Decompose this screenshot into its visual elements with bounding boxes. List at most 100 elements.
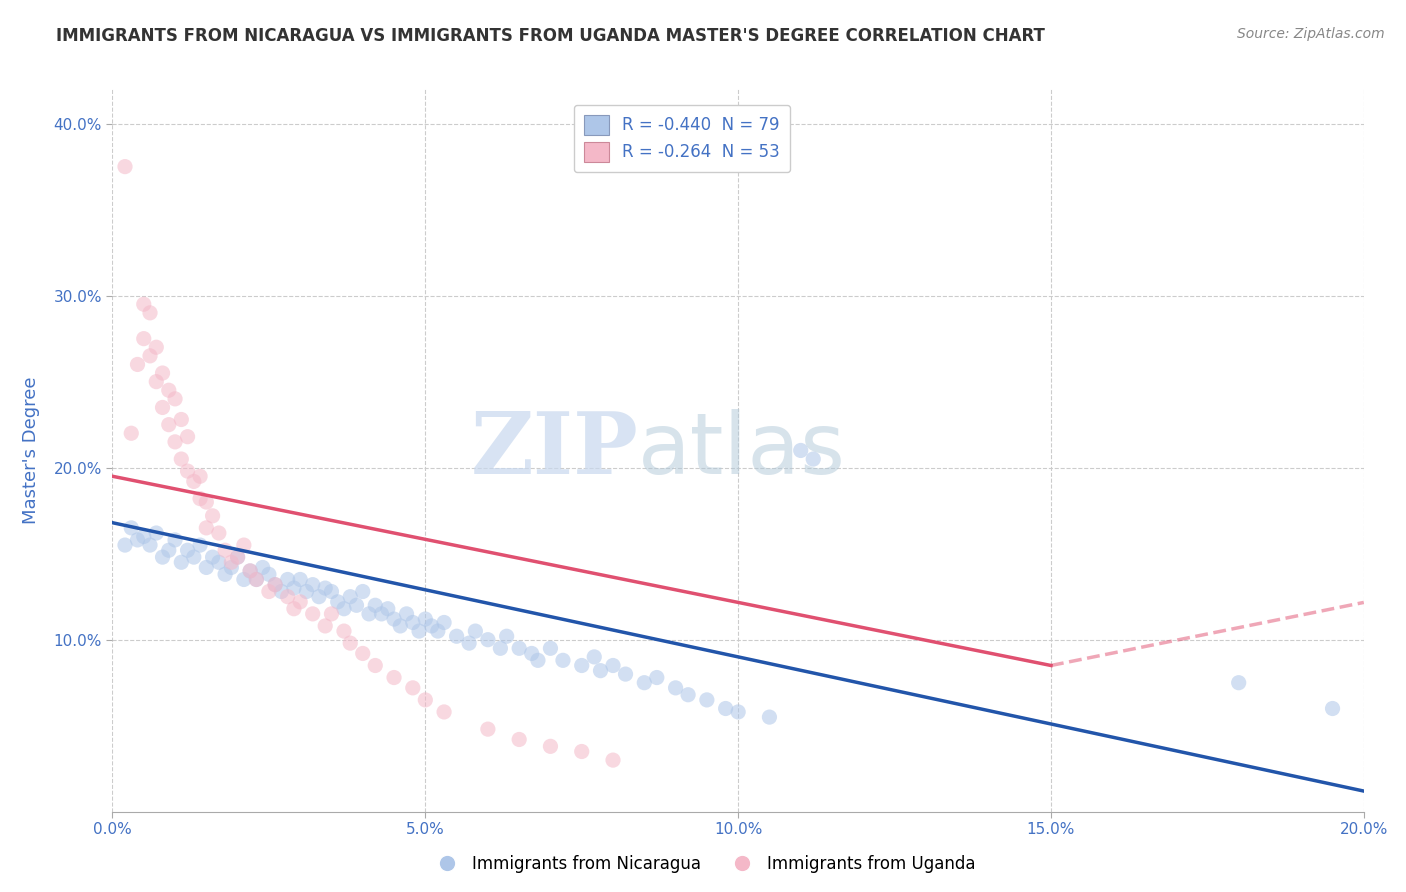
Point <box>183 475 205 489</box>
Point <box>645 671 668 685</box>
Point <box>602 658 624 673</box>
Legend: Immigrants from Nicaragua, Immigrants from Uganda: Immigrants from Nicaragua, Immigrants fr… <box>423 848 983 880</box>
Point <box>132 529 155 543</box>
Point <box>357 607 380 621</box>
Point <box>201 508 224 523</box>
Point <box>152 401 174 415</box>
Point <box>339 590 361 604</box>
Point <box>114 538 136 552</box>
Point <box>339 636 361 650</box>
Point <box>583 649 606 664</box>
Point <box>139 349 162 363</box>
Point <box>790 443 813 458</box>
Point <box>264 577 287 591</box>
Point <box>758 710 780 724</box>
Point <box>277 590 299 604</box>
Point <box>163 434 186 449</box>
Point <box>214 567 236 582</box>
Point <box>264 577 287 591</box>
Point <box>208 526 231 541</box>
Point <box>226 550 249 565</box>
Point <box>458 636 481 650</box>
Point <box>221 560 243 574</box>
Point <box>295 584 318 599</box>
Point <box>214 543 236 558</box>
Text: atlas: atlas <box>638 409 846 492</box>
Point <box>420 619 443 633</box>
Point <box>270 584 292 599</box>
Point <box>308 590 330 604</box>
Point <box>232 573 254 587</box>
Point <box>157 384 180 398</box>
Point <box>402 615 425 630</box>
Point <box>571 658 593 673</box>
Point <box>301 607 323 621</box>
Point <box>314 619 336 633</box>
Point <box>714 701 737 715</box>
Point <box>676 688 699 702</box>
Point <box>1227 675 1250 690</box>
Point <box>664 681 686 695</box>
Point <box>201 550 224 565</box>
Point <box>188 469 211 483</box>
Point <box>540 641 562 656</box>
Point <box>489 641 512 656</box>
Point <box>283 601 305 615</box>
Point <box>290 595 312 609</box>
Point <box>402 681 425 695</box>
Point <box>508 641 530 656</box>
Point <box>520 647 543 661</box>
Point <box>139 538 162 552</box>
Point <box>195 495 218 509</box>
Point <box>290 573 312 587</box>
Point <box>352 584 374 599</box>
Point <box>132 332 155 346</box>
Point <box>152 366 174 380</box>
Point <box>389 619 412 633</box>
Point <box>120 426 142 441</box>
Point <box>551 653 574 667</box>
Point <box>145 340 167 354</box>
Point <box>252 560 274 574</box>
Point <box>132 297 155 311</box>
Point <box>221 555 243 569</box>
Point <box>446 629 468 643</box>
Point <box>321 584 343 599</box>
Point <box>614 667 637 681</box>
Point <box>333 601 356 615</box>
Point <box>145 375 167 389</box>
Point <box>163 533 186 547</box>
Point <box>145 526 167 541</box>
Point <box>433 615 456 630</box>
Y-axis label: Master's Degree: Master's Degree <box>21 376 39 524</box>
Point <box>157 543 180 558</box>
Point <box>364 599 387 613</box>
Point <box>395 607 418 621</box>
Point <box>382 612 405 626</box>
Point <box>257 584 280 599</box>
Point <box>346 599 368 613</box>
Text: ZIP: ZIP <box>470 409 638 492</box>
Point <box>696 693 718 707</box>
Point <box>114 160 136 174</box>
Point <box>257 567 280 582</box>
Point <box>314 581 336 595</box>
Point <box>139 306 162 320</box>
Point <box>245 573 267 587</box>
Point <box>571 744 593 758</box>
Point <box>364 658 387 673</box>
Point <box>176 430 198 444</box>
Point <box>408 624 430 639</box>
Point <box>232 538 254 552</box>
Point <box>527 653 550 667</box>
Point <box>477 722 499 736</box>
Point <box>239 564 262 578</box>
Point <box>188 491 211 506</box>
Point <box>226 550 249 565</box>
Point <box>283 581 305 595</box>
Point <box>426 624 449 639</box>
Legend: R = -0.440  N = 79, R = -0.264  N = 53: R = -0.440 N = 79, R = -0.264 N = 53 <box>574 104 790 172</box>
Point <box>633 675 655 690</box>
Point <box>277 573 299 587</box>
Point <box>301 577 323 591</box>
